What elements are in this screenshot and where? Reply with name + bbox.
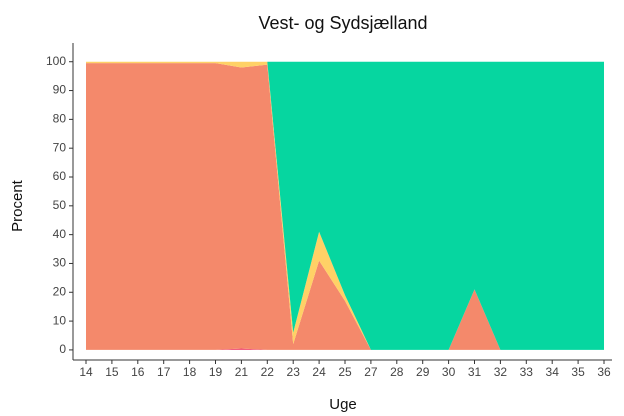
x-tick-label: 31 (468, 365, 482, 379)
y-tick-label: 60 (53, 169, 67, 183)
x-tick-label: 25 (338, 365, 352, 379)
x-tick-label: 24 (312, 365, 326, 379)
x-tick-label: 27 (364, 365, 378, 379)
y-tick-label: 0 (59, 342, 66, 356)
x-tick-label: 21 (235, 365, 249, 379)
x-tick-label: 33 (520, 365, 534, 379)
x-tick-label: 29 (416, 365, 430, 379)
x-tick-label: 18 (183, 365, 197, 379)
x-tick-label: 30 (442, 365, 456, 379)
x-tick-label: 14 (79, 365, 93, 379)
x-tick-label: 34 (546, 365, 560, 379)
x-tick-label: 19 (209, 365, 223, 379)
x-tick-label: 28 (390, 365, 404, 379)
x-tick-label: 22 (261, 365, 275, 379)
x-tick-label: 36 (597, 365, 611, 379)
y-tick-label: 10 (53, 313, 67, 327)
y-tick-label: 70 (53, 140, 67, 154)
x-tick-label: 15 (105, 365, 119, 379)
y-tick-label: 100 (46, 54, 66, 68)
x-tick-label: 35 (571, 365, 585, 379)
y-axis-label: Procent (9, 179, 26, 232)
chart-title: Vest- og Sydsjælland (258, 13, 427, 33)
y-tick-label: 50 (53, 198, 67, 212)
area (86, 63, 604, 350)
x-tick-label: 23 (287, 365, 301, 379)
y-tick-label: 90 (53, 83, 67, 97)
x-tick-label: 32 (494, 365, 508, 379)
x-tick-label: 16 (131, 365, 145, 379)
area (86, 61, 604, 350)
y-tick-label: 40 (53, 227, 67, 241)
y-tick-label: 80 (53, 112, 67, 126)
y-tick-label: 20 (53, 284, 67, 298)
y-tick-label: 30 (53, 256, 67, 270)
x-axis-label: Uge (329, 396, 357, 413)
x-tick-label: 17 (157, 365, 171, 379)
